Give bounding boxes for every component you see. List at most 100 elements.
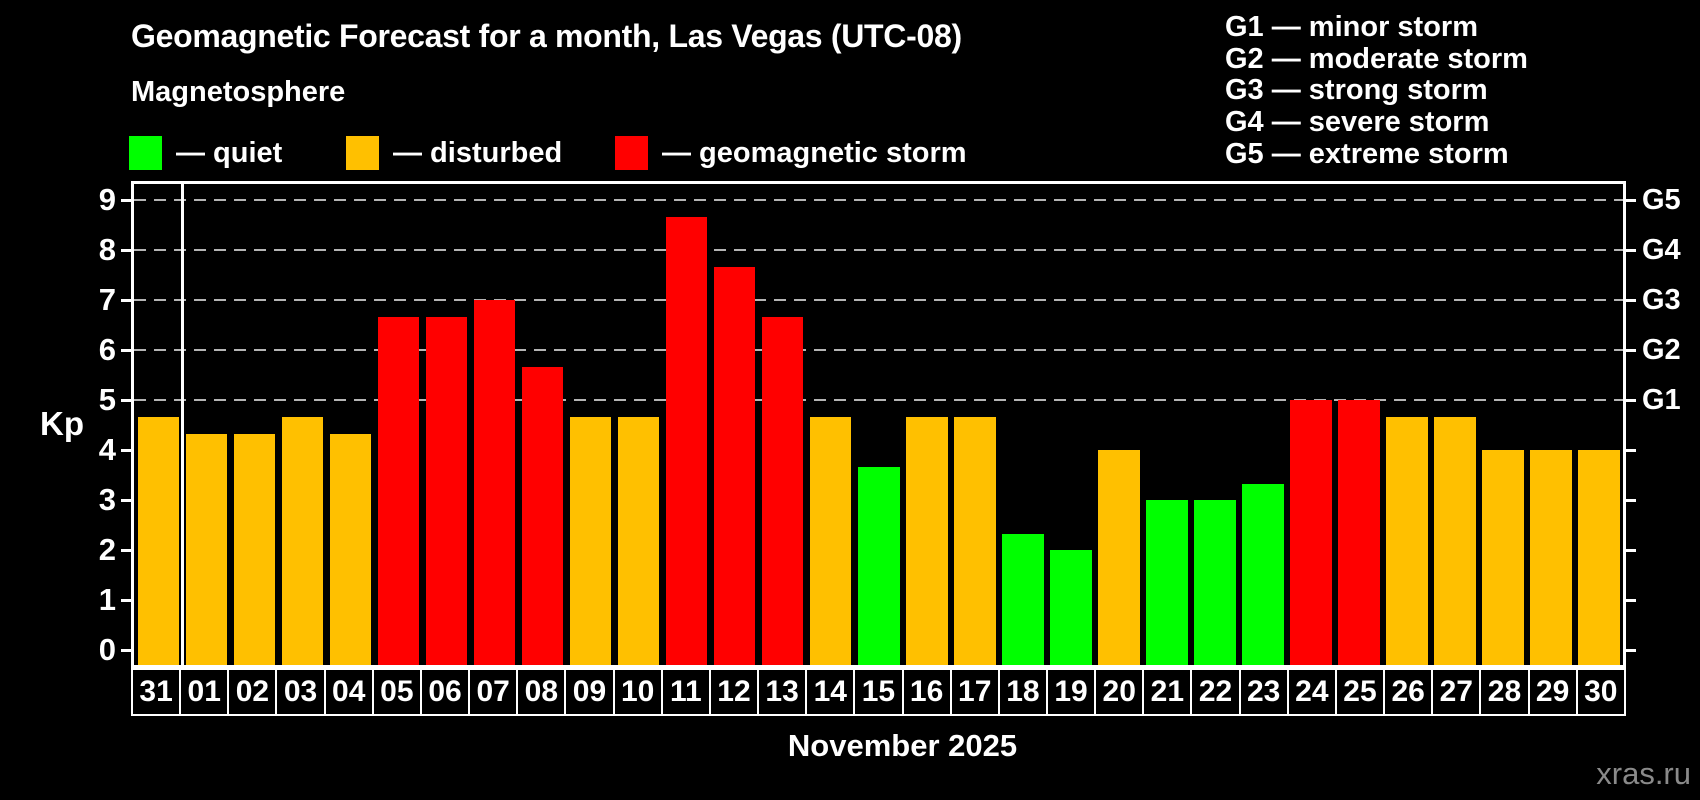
kp-bar-26 xyxy=(1386,416,1428,665)
y-tick-left-1 xyxy=(121,598,131,602)
y-tick-left-8 xyxy=(121,248,131,252)
storm-scale-legend: G1 — minor storm G2 — moderate storm G3 … xyxy=(1225,11,1528,171)
gridline-kp6 xyxy=(134,349,1623,351)
date-label-20: 20 xyxy=(1094,668,1145,716)
y-tick-left-7 xyxy=(121,298,131,302)
kp-bar-21 xyxy=(1146,500,1188,665)
kp-bar-02 xyxy=(233,433,276,665)
watermark: xras.ru xyxy=(1596,756,1691,791)
date-label-11: 11 xyxy=(660,668,711,716)
plot-inner xyxy=(134,184,1623,665)
kp-bar-14 xyxy=(809,416,852,665)
y-tick-left-3 xyxy=(121,498,131,502)
storm-swatch-icon xyxy=(615,136,648,170)
kp-bar-08 xyxy=(521,366,564,665)
y-tick-left-0 xyxy=(121,648,131,652)
date-label-27: 27 xyxy=(1431,668,1482,716)
storm-scale-g1: G1 — minor storm xyxy=(1225,11,1478,43)
right-axis-label-g3: G3 xyxy=(1642,284,1681,316)
y-tick-right-4 xyxy=(1626,448,1636,452)
kp-bar-23 xyxy=(1242,483,1284,665)
storm-scale-g4: G4 — severe storm xyxy=(1225,106,1490,139)
date-label-06: 06 xyxy=(419,668,471,716)
kp-bar-22 xyxy=(1194,500,1236,665)
y-tick-right-9 xyxy=(1626,198,1636,202)
date-label-01: 01 xyxy=(179,668,230,716)
date-label-31: 31 xyxy=(131,668,182,716)
date-label-25: 25 xyxy=(1334,668,1386,716)
y-tick-left-9 xyxy=(121,198,131,202)
month-separator-line xyxy=(180,184,184,665)
gridline-kp8 xyxy=(134,249,1623,251)
date-label-24: 24 xyxy=(1286,668,1337,716)
kp-bar-27 xyxy=(1434,416,1476,665)
date-label-16: 16 xyxy=(901,668,952,716)
kp-bar-01 xyxy=(185,433,228,665)
date-label-07: 07 xyxy=(468,668,519,716)
y-tick-left-6 xyxy=(121,348,131,352)
storm-scale-g5: G5 — extreme storm xyxy=(1225,137,1509,170)
y-tick-right-3 xyxy=(1626,498,1636,502)
kp-bar-19 xyxy=(1050,550,1092,665)
legend-label-storm: — geomagnetic storm xyxy=(662,136,967,169)
kp-bar-20 xyxy=(1098,450,1140,665)
date-label-30: 30 xyxy=(1575,668,1626,716)
y-tick-label-2: 2 xyxy=(98,532,116,567)
kp-bar-05 xyxy=(377,316,420,665)
kp-bar-25 xyxy=(1338,400,1380,665)
kp-bar-28 xyxy=(1482,450,1524,665)
y-tick-label-9: 9 xyxy=(98,182,116,217)
date-label-21: 21 xyxy=(1142,668,1193,716)
chart-title: Geomagnetic Forecast for a month, Las Ve… xyxy=(131,18,962,54)
x-axis-title: November 2025 xyxy=(787,728,1018,763)
legend-item-quiet: — quiet xyxy=(129,136,282,170)
kp-bar-10 xyxy=(617,416,660,665)
date-label-19: 19 xyxy=(1045,668,1097,716)
y-tick-right-7 xyxy=(1626,298,1636,302)
storm-scale-g2: G2 — moderate storm xyxy=(1225,42,1528,75)
y-axis-title: Kp xyxy=(40,405,84,442)
y-tick-right-1 xyxy=(1626,598,1636,602)
kp-bar-03 xyxy=(281,416,324,665)
legend-label-disturbed: — disturbed xyxy=(393,136,563,169)
gridline-kp5 xyxy=(134,399,1623,401)
y-tick-left-4 xyxy=(121,448,131,452)
date-label-13: 13 xyxy=(757,668,808,716)
kp-bar-07 xyxy=(473,300,516,665)
date-label-03: 03 xyxy=(275,668,326,716)
y-tick-right-5 xyxy=(1626,398,1636,402)
kp-bar-11 xyxy=(665,216,708,665)
x-axis-date-row: 31 01 02 03 04 05 06 07 08 09 10 11 12 13 14 15 16 17 18 19… xyxy=(131,668,1626,716)
y-tick-right-6 xyxy=(1626,348,1636,352)
kp-bar-29 xyxy=(1530,450,1572,665)
y-tick-label-5: 5 xyxy=(98,382,116,417)
y-tick-right-0 xyxy=(1626,648,1636,652)
date-label-26: 26 xyxy=(1383,668,1434,716)
date-label-09: 09 xyxy=(564,668,615,716)
date-label-29: 29 xyxy=(1527,668,1578,716)
date-label-23: 23 xyxy=(1238,668,1289,716)
date-label-10: 10 xyxy=(612,668,663,716)
y-tick-label-8: 8 xyxy=(98,232,116,267)
y-tick-label-7: 7 xyxy=(98,282,116,317)
y-tick-label-1: 1 xyxy=(98,582,116,617)
kp-bar-15 xyxy=(857,466,900,665)
date-label-05: 05 xyxy=(371,668,422,716)
y-tick-left-5 xyxy=(121,398,131,402)
y-tick-label-6: 6 xyxy=(98,332,116,367)
chart-subtitle: Magnetosphere xyxy=(131,76,346,108)
date-label-18: 18 xyxy=(997,668,1048,716)
date-label-28: 28 xyxy=(1479,668,1530,716)
legend-item-storm: — geomagnetic storm xyxy=(615,136,967,170)
right-axis-label-g4: G4 xyxy=(1642,234,1681,266)
plot-area xyxy=(131,181,1626,668)
y-tick-right-8 xyxy=(1626,248,1636,252)
kp-bar-16 xyxy=(906,416,948,665)
y-tick-left-2 xyxy=(121,548,131,552)
y-tick-label-3: 3 xyxy=(98,482,116,517)
kp-bar-13 xyxy=(761,316,804,665)
disturbed-swatch-icon xyxy=(346,136,379,170)
date-label-02: 02 xyxy=(227,668,278,716)
kp-bar-31 xyxy=(137,416,180,665)
